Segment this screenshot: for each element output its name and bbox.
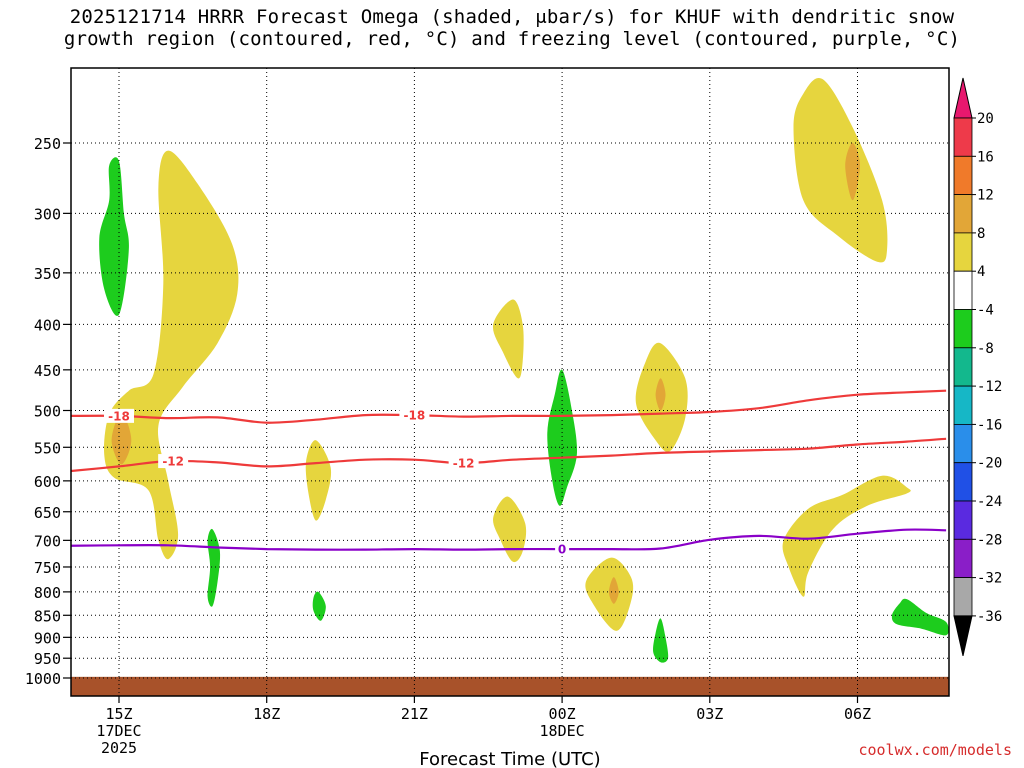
omega-region-yellow-band-15z: [104, 150, 239, 560]
colorbar-label--4: -4: [977, 303, 994, 319]
colorbar-label--32: -32: [977, 571, 1002, 587]
y-tick-650: 650: [34, 504, 61, 522]
colorbar-label-16: 16: [977, 149, 994, 165]
omega-region-yellow-cell-30z-upper: [793, 77, 888, 263]
y-tick-850: 850: [34, 607, 61, 625]
contour-label-bg: [104, 408, 134, 423]
omega-region-orange-core-15z: [111, 412, 132, 465]
contour-label-1-1: -12: [453, 457, 475, 471]
omega-shading: [99, 77, 949, 663]
credit-link[interactable]: coolwx.com/models: [858, 741, 1012, 759]
x-tick-06Z-line0: 06Z: [844, 705, 871, 723]
x-tick-00Z-line0: 00Z: [549, 705, 576, 723]
colorbar-swatch-8: [953, 232, 973, 272]
x-tick-00Z-line1: 18DEC: [540, 722, 585, 740]
colorbar-swatch-20: [953, 117, 973, 157]
contour-label-0-1: -18: [404, 409, 426, 423]
temperature-contours: -18 -18 -12 -12 0: [71, 389, 947, 557]
omega-region-green-cell-19z: [312, 591, 326, 621]
colorbar-swatch--4: [953, 309, 973, 349]
y-tick-500: 500: [34, 403, 61, 421]
colorbar-swatch--20: [953, 462, 973, 502]
omega-region-green-cell-17z: [207, 528, 221, 607]
contour-label-0-0: -18: [108, 409, 130, 423]
y-tick-1000: 1000: [25, 670, 61, 688]
colorbar-label--8: -8: [977, 341, 994, 357]
omega-region-orange-core-25z: [608, 577, 619, 604]
contour-label-bg: [448, 456, 479, 471]
title-line-1: 2025121714 HRRR Forecast Omega (shaded, …: [69, 6, 955, 28]
y-tick-700: 700: [34, 532, 61, 550]
colorbar-bottom-arrow: [953, 615, 973, 657]
colorbar-swatch--24: [953, 500, 973, 540]
colorbar-swatch-4: [953, 270, 973, 310]
x-tick-03Z-line0: 03Z: [696, 705, 723, 723]
x-axis-label: Forecast Time (UTC): [419, 749, 600, 768]
colorbar-label-8: 8: [977, 226, 985, 242]
y-tick-350: 350: [34, 265, 61, 283]
colorbar-swatch-12: [953, 194, 973, 234]
y-tick-400: 400: [34, 316, 61, 334]
x-tick-21Z-line0: 21Z: [401, 705, 428, 723]
colorbar-label--12: -12: [977, 379, 1002, 395]
y-tick-800: 800: [34, 584, 61, 602]
colorbar-swatch--12: [953, 385, 973, 425]
colorbar-label--24: -24: [977, 494, 1002, 510]
y-tick-750: 750: [34, 559, 61, 577]
colorbar-label--16: -16: [977, 417, 1002, 433]
x-tick-15Z-line0: 15Z: [105, 705, 132, 723]
dotted-gridlines: [71, 68, 949, 696]
x-tick-15Z-line1: 17DEC: [96, 722, 141, 740]
y-tick-250: 250: [34, 135, 61, 153]
colorbar-label-4: 4: [977, 264, 985, 280]
omega-region-green-cell-31z: [891, 598, 949, 636]
colorbar-legend: 20 16 12 8 4 -4 -8 -12 -16 -20 -24 -28 -32 -36: [953, 77, 1002, 657]
omega-region-green-cell-24z: [547, 369, 578, 506]
contour-label-bg: [158, 454, 189, 469]
y-tick-900: 900: [34, 629, 61, 647]
y-tick-600: 600: [34, 473, 61, 491]
chart-title: 2025121714 HRRR Forecast Omega (shaded, …: [0, 6, 1024, 50]
colorbar-swatch-16: [953, 155, 973, 196]
plot-frame: [70, 67, 950, 697]
contour-label-1-0: -12: [162, 455, 184, 469]
x-tick-18Z-line0: 18Z: [253, 705, 280, 723]
omega-region-yellow-cell-30z-lower: [782, 475, 911, 597]
contour-line-2: [71, 528, 947, 551]
omega-region-yellow-cell-23z-upper: [492, 299, 524, 379]
ground-terrain: [71, 676, 949, 696]
x-tick-15Z-line2: 2025: [101, 739, 137, 757]
title-line-2: growth region (contoured, red, °C) and f…: [63, 28, 961, 50]
omega-region-orange-core-26z: [655, 378, 666, 411]
y-tick-450: 450: [34, 362, 61, 380]
colorbar-label--36: -36: [977, 609, 1002, 625]
colorbar-label--28: -28: [977, 532, 1002, 548]
colorbar-label-20: 20: [977, 111, 994, 127]
omega-region-yellow-cell-23z-lower: [493, 496, 527, 563]
y-tick-300: 300: [34, 205, 61, 223]
colorbar-swatch--28: [953, 538, 973, 578]
omega-region-yellow-cell-19z: [305, 440, 332, 521]
y-tick-950: 950: [34, 650, 61, 668]
y-tick-550: 550: [34, 439, 61, 457]
contour-line-1: [71, 437, 947, 473]
y-axis: 250 300 350 400 450 500 550 600 650 700 750 800 850 9…: [25, 135, 71, 688]
colorbar-top-arrow: [953, 77, 973, 119]
omega-region-orange-core-30z: [845, 143, 860, 201]
colorbar-swatch--8: [953, 347, 973, 387]
colorbar-swatch--16: [953, 423, 973, 464]
colorbar-swatch--32: [953, 577, 973, 617]
omega-region-green-cell-15z-upper: [99, 157, 129, 316]
colorbar-label--20: -20: [977, 456, 1002, 472]
colorbar-label-12: 12: [977, 188, 994, 204]
contour-line-0: [71, 389, 947, 424]
contour-label-bg: [555, 542, 570, 557]
contour-label-2-0: 0: [558, 543, 566, 557]
omega-region-green-cell-26z: [653, 618, 669, 663]
contour-label-bg: [399, 408, 430, 423]
